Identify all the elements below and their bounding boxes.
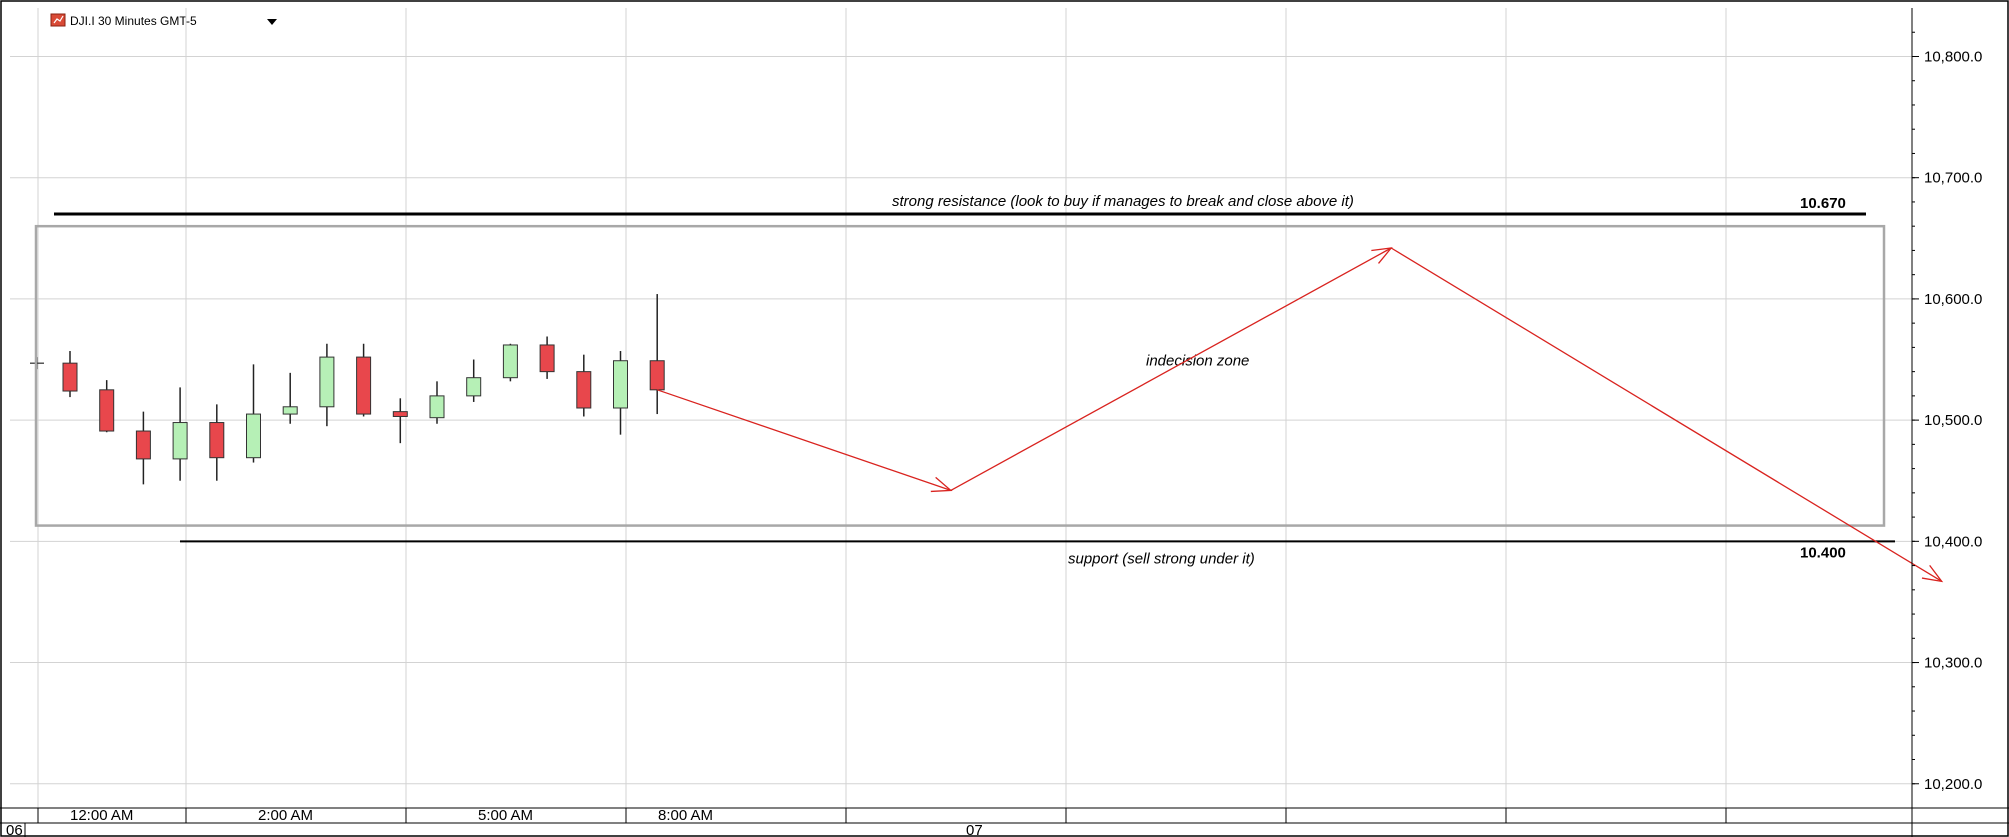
levels: strong resistance (look to buy if manage… bbox=[54, 193, 1895, 567]
candle-down bbox=[576, 371, 592, 409]
forecast-path bbox=[656, 247, 1944, 583]
indecision-zone: indecision zone bbox=[34, 224, 1886, 527]
x-time-label: 2:00 AM bbox=[258, 807, 313, 824]
instrument-icon-line bbox=[53, 15, 64, 24]
candle-down bbox=[539, 344, 555, 373]
y-tick-label: 10,700.0 bbox=[1924, 170, 1982, 187]
candle-down bbox=[649, 360, 665, 391]
grid bbox=[10, 8, 1912, 808]
candle-up bbox=[282, 406, 298, 415]
x-date-label: 07 bbox=[966, 822, 983, 837]
forecast-arrowhead bbox=[1921, 564, 1944, 583]
candle-up bbox=[246, 413, 261, 459]
support-value: 10.400 bbox=[1800, 544, 1846, 561]
y-tick-label: 10,300.0 bbox=[1924, 655, 1982, 672]
candles bbox=[62, 294, 665, 485]
y-tick-label: 10,400.0 bbox=[1924, 533, 1982, 550]
candle-down bbox=[62, 362, 78, 392]
candle-down bbox=[356, 356, 372, 415]
resistance-note: strong resistance (look to buy if manage… bbox=[892, 193, 1354, 210]
support-note: support (sell strong under it) bbox=[1068, 550, 1255, 567]
forecast-arrow-segment bbox=[656, 389, 952, 492]
y-tick-label: 10,800.0 bbox=[1924, 48, 1982, 65]
candle-up bbox=[319, 356, 335, 408]
dropdown-arrow-icon[interactable] bbox=[267, 19, 277, 25]
candle-down bbox=[135, 430, 151, 460]
candle-up bbox=[502, 344, 518, 379]
candle-up bbox=[613, 360, 628, 409]
y-tick-label: 10,200.0 bbox=[1924, 776, 1982, 793]
candle-up bbox=[172, 422, 188, 460]
resistance-value: 10.670 bbox=[1800, 195, 1846, 212]
y-tick-label: 10,500.0 bbox=[1924, 412, 1982, 429]
candle-down bbox=[209, 422, 225, 459]
x-time-label: 5:00 AM bbox=[478, 807, 533, 824]
indecision-zone-label: indecision zone bbox=[1146, 353, 1249, 370]
x-time-label: 12:00 AM bbox=[70, 807, 133, 824]
indecision-zone-rect bbox=[34, 224, 1886, 527]
chart-title-text: DJI.I 30 Minutes GMT-5 bbox=[70, 14, 197, 28]
candle-down bbox=[392, 411, 408, 417]
candle-up bbox=[429, 395, 445, 419]
chart-title[interactable]: DJI.I 30 Minutes GMT-5 bbox=[50, 13, 277, 28]
y-axis: 10,200.0 10,300.0 10,400.0 10,500.0 10,600.0… bbox=[1911, 8, 1982, 808]
y-tick-label: 10,600.0 bbox=[1924, 291, 1982, 308]
x-date-label: 06 bbox=[6, 822, 23, 837]
candle-down bbox=[99, 389, 115, 432]
x-time-label: 8:00 AM bbox=[658, 807, 713, 824]
candle-up bbox=[466, 377, 482, 397]
x-axis: 12:00 AM 2:00 AM 5:00 AM 8:00 AM 06 07 bbox=[0, 807, 2009, 837]
forecast-arrow-segment bbox=[950, 247, 1392, 491]
forecast-arrow-segment bbox=[1390, 247, 1943, 582]
